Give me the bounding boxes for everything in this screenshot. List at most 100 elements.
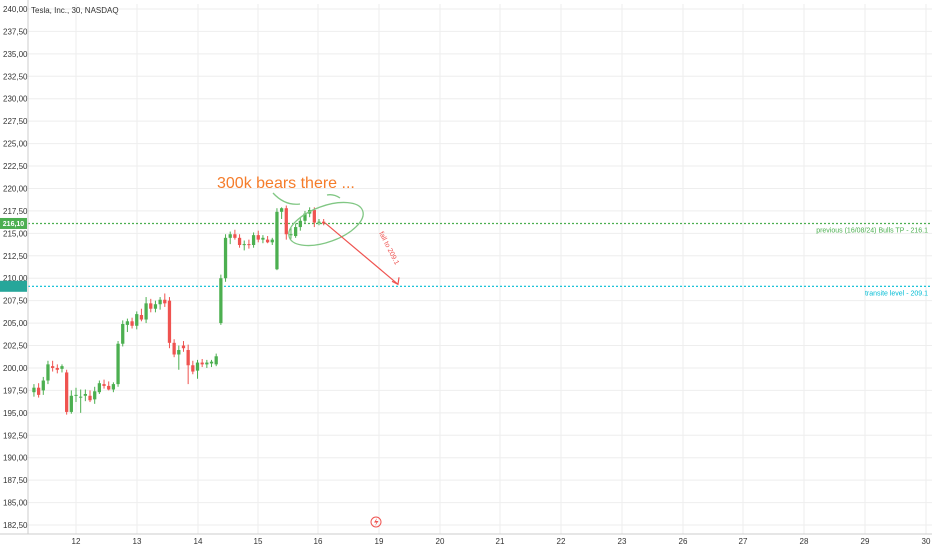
candle-body	[303, 213, 307, 221]
cyan-level-line-label: transite level - 209.1	[865, 290, 928, 297]
annotation-ellipse	[288, 201, 364, 247]
x-tick-label: 27	[739, 537, 748, 546]
annotation-arrow-text: fall to 209.1	[377, 231, 400, 267]
candle-body	[167, 300, 172, 343]
candle-body	[153, 304, 158, 309]
candle-body	[130, 321, 134, 326]
y-tick-label: 187,50	[3, 476, 28, 485]
candle-body	[32, 387, 36, 393]
x-tick-label: 29	[861, 537, 870, 546]
candle-body	[322, 221, 326, 224]
lightning-icon	[370, 516, 382, 528]
y-tick-label: 215,00	[3, 229, 28, 238]
candle-body	[289, 234, 293, 236]
x-tick-label: 21	[496, 537, 505, 546]
y-tick-label: 182,50	[3, 521, 28, 530]
x-tick-label: 26	[679, 537, 688, 546]
annotation-headline: 300k bears there ...	[217, 175, 355, 192]
candle-body	[256, 235, 260, 240]
candle-body	[144, 303, 148, 320]
x-tick-label: 28	[800, 537, 809, 546]
candle-body	[107, 385, 111, 390]
candle-body	[116, 343, 120, 385]
x-tick-label: 12	[72, 537, 81, 546]
y-tick-label: 237,50	[3, 27, 28, 36]
candle-body	[298, 220, 302, 228]
candle-body	[36, 387, 41, 395]
price-tag-green	[0, 217, 27, 229]
annotation-pointer	[272, 192, 341, 205]
candle-body	[79, 396, 83, 398]
y-tick-label: 212,50	[3, 252, 28, 261]
candle-body	[228, 234, 232, 238]
y-tick-label: 195,00	[3, 409, 28, 418]
candle-body	[111, 384, 116, 390]
candle-body	[317, 221, 321, 223]
grid	[28, 4, 932, 534]
candle-body	[125, 321, 130, 325]
candle-body	[209, 361, 214, 364]
candle-body	[149, 303, 153, 309]
candle-body	[312, 210, 316, 223]
candle-body	[121, 323, 125, 344]
y-tick-label: 220,00	[3, 184, 28, 193]
x-tick-label: 30	[922, 537, 931, 546]
candle-body	[242, 244, 246, 246]
candle-body	[181, 345, 186, 349]
candle-body	[69, 395, 73, 412]
y-tick-label: 192,50	[3, 431, 28, 440]
y-tick-label: 217,50	[3, 207, 28, 216]
candle-body	[200, 362, 204, 365]
candle-body	[223, 237, 228, 279]
candle-body	[163, 299, 167, 304]
candle-body	[65, 372, 69, 412]
y-tick-label: 232,50	[3, 72, 28, 81]
candle-body	[60, 366, 64, 369]
candle-body	[191, 365, 195, 372]
level-lines: previous (16/08/24) Bulls TP - 216.1 tran…	[28, 222, 932, 297]
candle-body	[41, 380, 45, 391]
candle-body	[214, 356, 218, 365]
candle-body	[284, 208, 288, 235]
candle-body	[102, 384, 106, 386]
annotation-arrow-head	[391, 277, 400, 286]
annotations: 300k bears there ... fall to 209.1	[217, 175, 400, 528]
candle-body	[172, 342, 176, 355]
x-tick-label: 16	[314, 537, 323, 546]
candle-body	[265, 239, 270, 243]
candle-body	[186, 350, 190, 366]
candle-body	[93, 391, 97, 400]
y-tick-label: 197,50	[3, 386, 28, 395]
candle-body	[83, 393, 87, 396]
candle-body	[205, 362, 209, 365]
candle-body	[97, 383, 102, 393]
x-tick-label: 15	[254, 537, 263, 546]
x-tick-label: 19	[375, 537, 384, 546]
candle-body	[139, 315, 144, 320]
candle-body	[195, 362, 200, 371]
y-tick-label: 210,00	[3, 274, 28, 283]
y-tick-label: 185,00	[3, 499, 28, 508]
candle-body	[251, 235, 256, 246]
candle-body	[279, 208, 284, 212]
y-tick-label: 227,50	[3, 117, 28, 126]
candle-body	[275, 211, 279, 270]
candle-body	[46, 364, 50, 381]
price-tag-cyan	[0, 280, 27, 292]
candle-body	[55, 367, 59, 370]
candle-body	[74, 394, 78, 396]
annotation-arrow	[325, 223, 399, 285]
y-tick-label: 225,00	[3, 140, 28, 149]
candle-body	[158, 299, 162, 305]
x-tick-label: 22	[557, 537, 566, 546]
green-level-line-label: previous (16/08/24) Bulls TP - 216.1	[816, 227, 928, 234]
price-tag-green-text: 216,10	[3, 221, 25, 228]
candle-body	[270, 239, 274, 243]
y-tick-label: 190,00	[3, 454, 28, 463]
y-tick-label: 200,00	[3, 364, 28, 373]
candle-body	[261, 237, 265, 240]
y-tick-label: 235,00	[3, 50, 28, 59]
